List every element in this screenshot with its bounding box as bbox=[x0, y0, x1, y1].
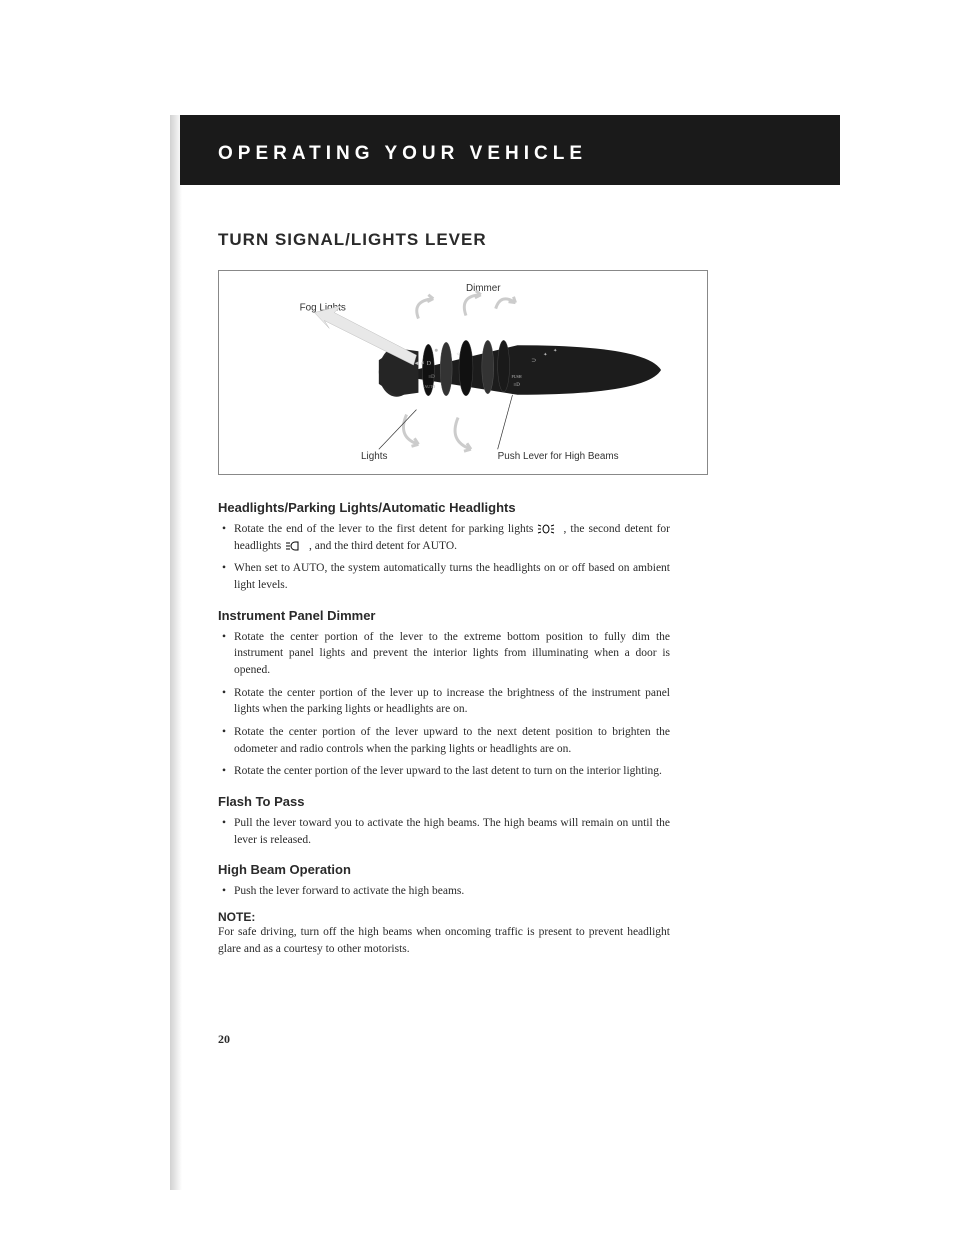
note-label: NOTE: bbox=[218, 910, 670, 924]
list-item: Pull the lever toward you to activate th… bbox=[218, 815, 670, 848]
parking-lights-icon bbox=[537, 523, 559, 535]
svg-text:✦: ✦ bbox=[553, 348, 557, 354]
diagram-label-highbeam: Push Lever for High Beams bbox=[498, 451, 619, 462]
headlight-icon bbox=[284, 540, 306, 552]
list-headlights: Rotate the end of the lever to the first… bbox=[218, 521, 670, 594]
svg-text:⊃: ⊃ bbox=[531, 358, 536, 364]
svg-text:◄ ≢D: ◄ ≢D bbox=[413, 361, 431, 367]
list-item: When set to AUTO, the system automatical… bbox=[218, 560, 670, 593]
list-item: Rotate the end of the lever to the first… bbox=[218, 521, 670, 554]
subheading-dimmer: Instrument Panel Dimmer bbox=[218, 608, 670, 623]
lever-diagram: Fog Lights Dimmer Lights Push Lever for … bbox=[218, 270, 708, 475]
svg-text:AUTO: AUTO bbox=[424, 384, 435, 389]
svg-text:≡D: ≡D bbox=[428, 375, 435, 380]
page-number: 20 bbox=[218, 1032, 230, 1047]
list-item: Rotate the center portion of the lever u… bbox=[218, 685, 670, 718]
subheading-flash: Flash To Pass bbox=[218, 794, 670, 809]
subheading-highbeam: High Beam Operation bbox=[218, 862, 670, 877]
list-item: Rotate the center portion of the lever t… bbox=[218, 629, 670, 679]
document-page: OPERATING YOUR VEHICLE TURN SIGNAL/LIGHT… bbox=[180, 115, 840, 957]
list-item: Rotate the center portion of the lever u… bbox=[218, 763, 670, 780]
svg-text:✦: ✦ bbox=[543, 352, 547, 358]
chapter-header: OPERATING YOUR VEHICLE bbox=[180, 115, 840, 185]
diagram-label-lights: Lights bbox=[361, 451, 387, 462]
svg-text:PUSH: PUSH bbox=[512, 374, 522, 379]
diagram-label-dimmer: Dimmer bbox=[466, 283, 501, 294]
subheading-headlights: Headlights/Parking Lights/Automatic Head… bbox=[218, 500, 670, 515]
chapter-title: OPERATING YOUR VEHICLE bbox=[218, 143, 587, 164]
note-text: For safe driving, turn off the high beam… bbox=[218, 924, 670, 957]
list-item: Rotate the center portion of the lever u… bbox=[218, 724, 670, 757]
svg-text:≡D: ≡D bbox=[514, 383, 521, 388]
list-item: Push the lever forward to activate the h… bbox=[218, 883, 670, 900]
section-title: TURN SIGNAL/LIGHTS LEVER bbox=[218, 230, 670, 250]
list-dimmer: Rotate the center portion of the lever t… bbox=[218, 629, 670, 780]
page-content: TURN SIGNAL/LIGHTS LEVER Fog Lights Dimm… bbox=[180, 185, 670, 957]
list-highbeam: Push the lever forward to activate the h… bbox=[218, 883, 670, 900]
list-flash: Pull the lever toward you to activate th… bbox=[218, 815, 670, 848]
svg-text:☼: ☼ bbox=[456, 352, 461, 357]
